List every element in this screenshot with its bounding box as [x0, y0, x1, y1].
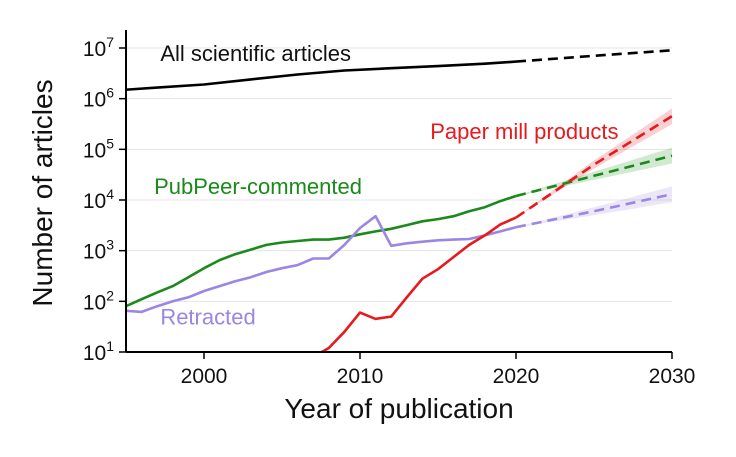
y-tick-label: 105 — [83, 135, 114, 162]
y-tick-label: 103 — [83, 237, 114, 264]
series-lines — [126, 49, 673, 353]
series-labels: All scientific articles PubPeer-commented… — [154, 41, 618, 329]
retracted-label: Retracted — [160, 304, 255, 329]
retracted-confidence-band — [516, 186, 672, 228]
y-tick-label: 104 — [83, 186, 114, 213]
y-tick-label: 106 — [83, 85, 114, 112]
y-tick-label: 102 — [83, 287, 114, 314]
retracted-line — [126, 214, 517, 314]
pubpeer-commented-line — [126, 194, 517, 308]
x-tick-label: 2010 — [337, 365, 384, 388]
x-axis-title: Year of publication — [284, 393, 513, 424]
paper-mill-products-confidence-band — [516, 108, 672, 218]
x-tick-label: 2030 — [649, 365, 696, 388]
all-scientific-articles-label: All scientific articles — [160, 41, 351, 66]
projection-bands — [516, 108, 672, 228]
pubpeer-commented-projection-line — [515, 154, 673, 198]
pubpeer-commented-label: PubPeer-commented — [154, 174, 362, 199]
ticks: 101 102 103 104 105 106 107 2000 2010 2020 2030 — [83, 34, 696, 388]
retracted-projection-line — [515, 192, 673, 229]
y-tick-label: 101 — [83, 338, 114, 365]
x-tick-label: 2020 — [493, 365, 540, 388]
paper-mill-products-label: Paper mill products — [430, 119, 618, 144]
all-scientific-articles-projection-line — [515, 49, 673, 63]
x-tick-label: 2000 — [181, 365, 228, 388]
y-axis-title: Number of articles — [27, 79, 58, 306]
paper-mill-products-line — [317, 216, 517, 353]
all-scientific-articles-line — [126, 60, 517, 91]
gridlines — [126, 47, 672, 302]
axes — [125, 30, 672, 353]
y-tick-label: 107 — [83, 34, 114, 61]
pubpeer-commented-confidence-band — [516, 147, 672, 197]
